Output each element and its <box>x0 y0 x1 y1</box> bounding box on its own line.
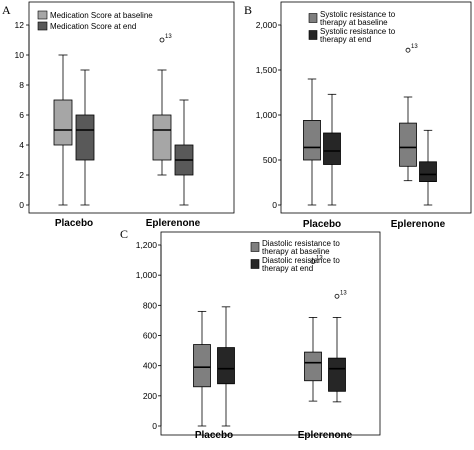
box-iqr <box>399 122 417 167</box>
box-0-0 <box>193 310 211 427</box>
legend-label: Diastolic resistance to therapy at baseli… <box>262 239 340 256</box>
panel-letter-a: A <box>2 3 11 17</box>
y-tick-label: 1,000 <box>136 270 158 280</box>
box-0-1: 13 <box>399 44 418 182</box>
y-tick-label: 8 <box>19 80 24 90</box>
box-1-1: 13 <box>328 290 347 403</box>
y-tick-label: 1,000 <box>256 110 278 120</box>
box-iqr <box>303 120 321 161</box>
legend: Systolic resistance to therapy at baselin… <box>308 10 396 44</box>
x-category-label: Eplerenone <box>298 430 353 441</box>
panel-a: A 0 2 4 6 8 10 12 Placebo Eplerenone 13 Medication… <box>2 1 235 229</box>
x-category-label: Eplerenone <box>391 219 446 230</box>
legend-label: Medication Score at baseline <box>50 11 153 20</box>
x-category-label: Placebo <box>195 430 233 441</box>
legend-swatch <box>250 259 260 269</box>
y-tick-label: 0 <box>152 421 157 431</box>
outlier-point <box>405 47 411 53</box>
outlier-label: 13 <box>165 34 172 40</box>
outlier-point <box>334 293 340 299</box>
y-tick-label: 400 <box>143 361 157 371</box>
legend-label: Medication Score at end <box>50 22 136 31</box>
legend-swatch <box>308 30 318 40</box>
y-tick-label: 800 <box>143 300 157 310</box>
box-1-0 <box>75 69 95 206</box>
y-tick-label: 10 <box>15 50 25 60</box>
box-iqr <box>53 99 73 146</box>
x-category-label: Placebo <box>55 218 93 229</box>
outlier-label: 13 <box>411 44 418 50</box>
legend-swatch <box>37 10 48 20</box>
x-category-label: Placebo <box>303 219 341 230</box>
panel-letter-c: C <box>120 227 128 241</box>
y-tick-label: 4 <box>19 140 24 150</box>
legend: Diastolic resistance to therapy at baseli… <box>250 239 340 273</box>
box-0-0 <box>53 54 73 206</box>
box-iqr <box>328 357 346 392</box>
box-iqr <box>323 132 341 165</box>
y-tick-label: 2 <box>19 170 24 180</box>
y-tick-label: 1,200 <box>136 240 158 250</box>
y-tick-label: 12 <box>15 20 25 30</box>
box-iqr <box>304 351 322 382</box>
box-iqr <box>217 347 235 385</box>
legend: Medication Score at baseline Medication S… <box>37 10 153 31</box>
box-iqr <box>193 344 211 388</box>
legend-swatch <box>37 21 48 31</box>
y-tick-label: 1,500 <box>256 65 278 75</box>
box-0-1: 13 <box>304 256 323 402</box>
box-1-1 <box>174 99 194 206</box>
legend-swatch <box>308 13 318 23</box>
box-1-1 <box>419 129 437 206</box>
y-tick-label: 200 <box>143 391 157 401</box>
box-1-0 <box>217 306 235 427</box>
legend-label: Diastolic resistance to therapy at end <box>262 256 340 273</box>
panel-b: B 0 500 1,000 1,500 2,000 Placebo Eplerenone 13… <box>244 1 472 230</box>
legend-label: Systolic resistance to therapy at baselin… <box>320 10 396 27</box>
outlier-label: 13 <box>316 256 323 262</box>
y-tick-label: 500 <box>263 155 277 165</box>
x-category-label: Eplerenone <box>146 218 201 229</box>
legend-swatch <box>250 242 260 252</box>
outlier-point <box>159 37 165 43</box>
y-tick-label: 0 <box>19 200 24 210</box>
y-tick-label: 6 <box>19 110 24 120</box>
box-iqr <box>75 114 95 161</box>
panel-letter-b: B <box>244 3 252 17</box>
y-tick-label: 600 <box>143 331 157 341</box>
outlier-point <box>310 259 316 264</box>
box-0-1: 13 <box>152 34 172 176</box>
box-0-0 <box>303 78 321 206</box>
box-1-0 <box>323 93 341 206</box>
box-iqr <box>152 114 172 161</box>
y-tick-label: 2,000 <box>256 20 278 30</box>
panel-c: C 0 200 400 600 800 1,000 1,200 Placebo Eplereno… <box>120 227 381 441</box>
legend-label: Systolic resistance to therapy at end <box>320 27 396 44</box>
outlier-label: 13 <box>340 290 347 296</box>
box-iqr <box>419 161 437 183</box>
y-tick-label: 0 <box>272 200 277 210</box>
